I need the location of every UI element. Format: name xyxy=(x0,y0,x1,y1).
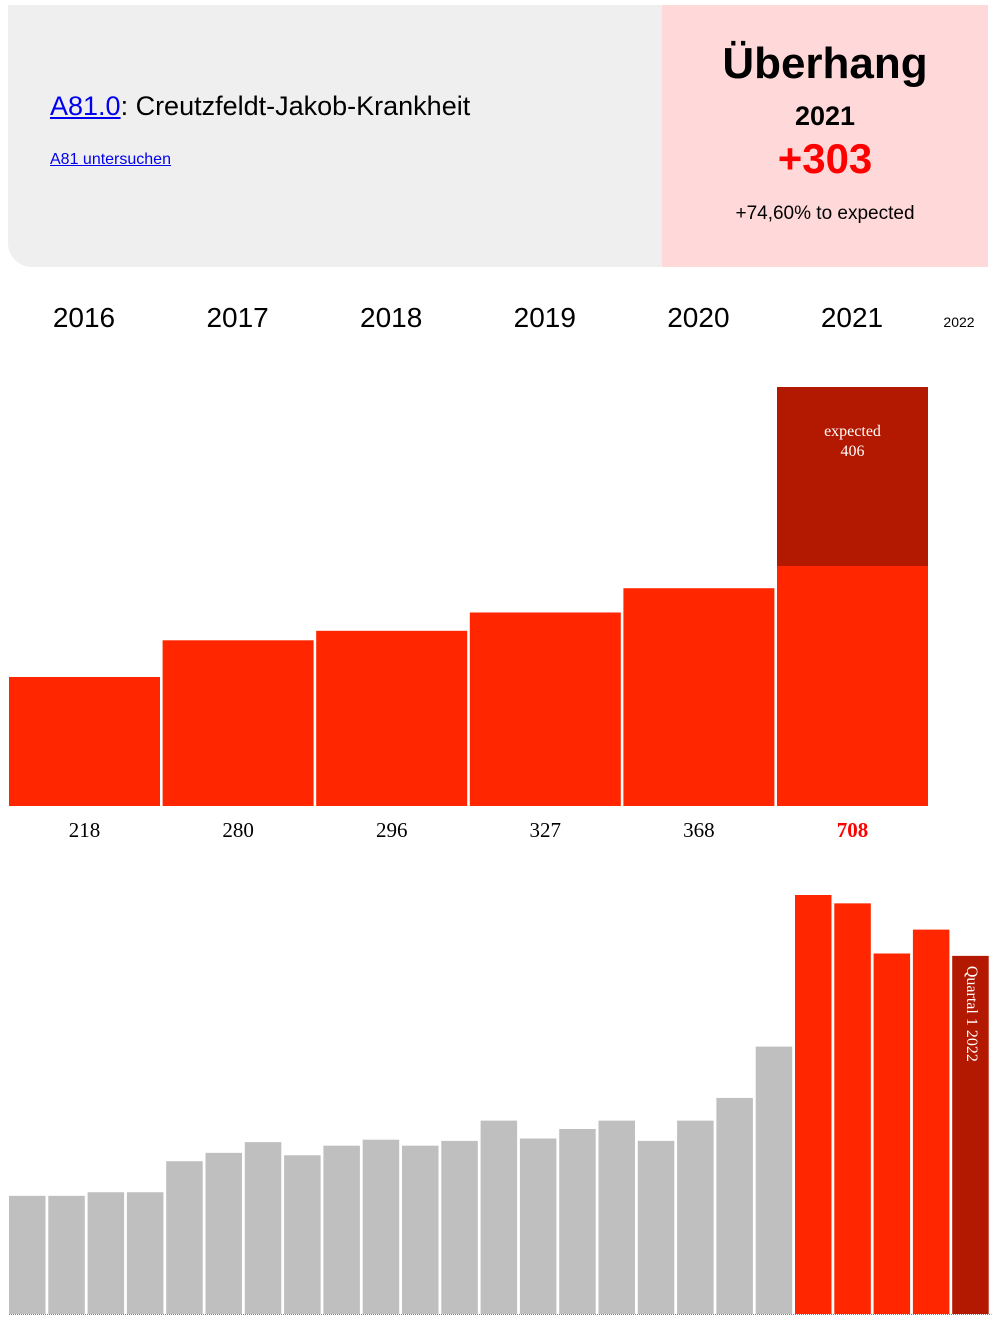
quarter-bar xyxy=(834,903,871,1314)
expected-value: 406 xyxy=(841,443,865,460)
year-bar-2020 xyxy=(623,588,775,806)
year-value-2020: 368 xyxy=(683,818,715,842)
overhang-year: 2021 xyxy=(794,101,856,131)
quarter-bar xyxy=(323,1145,360,1314)
overhang-title: Überhang xyxy=(722,39,928,88)
year-label-2022: 2022 xyxy=(943,314,975,330)
quarter-bar xyxy=(244,1142,282,1314)
quarter-bar xyxy=(795,895,832,1314)
quarter-bar xyxy=(480,1120,518,1314)
quarter-bar xyxy=(126,1192,164,1314)
code-title-text: : Creutzfeldt-Jakob-Krankheit xyxy=(120,91,471,121)
year-label-2020: 2020 xyxy=(667,302,730,333)
overhang-panel: Überhang 2021 +303 +74,60% to expected xyxy=(662,5,988,267)
quarter-bar xyxy=(598,1120,635,1314)
quarter-bar xyxy=(87,1192,125,1314)
year-value-2019: 327 xyxy=(530,818,562,842)
quarter-last-label: Quartal 1 2022 xyxy=(963,966,980,1062)
quarter-bar xyxy=(48,1195,85,1314)
quarter-bar xyxy=(755,1046,793,1314)
year-value-2018: 296 xyxy=(376,818,408,842)
quarter-bar xyxy=(441,1140,478,1314)
year-value-2021: 708 xyxy=(837,818,869,842)
year-bar-2017 xyxy=(162,640,314,806)
year-value-2016: 218 xyxy=(69,818,101,842)
investigate-link[interactable]: A81 untersuchen xyxy=(50,151,171,168)
quarter-bar xyxy=(9,1195,46,1314)
expected-label: expected xyxy=(824,423,881,440)
year-bar-2019 xyxy=(469,612,621,806)
quarter-bar xyxy=(952,955,989,1314)
quarter-bar xyxy=(166,1161,203,1314)
year-label-2018: 2018 xyxy=(360,302,423,333)
year-bar-2018 xyxy=(316,630,468,806)
year-value-2017: 280 xyxy=(222,818,254,842)
quarter-bar xyxy=(519,1138,557,1314)
year-label-2021: 2021 xyxy=(820,302,884,333)
year-bar-2016 xyxy=(9,676,160,806)
code-title: A81.0: Creutzfeldt-Jakob-Krankheit xyxy=(50,91,470,122)
year-label-2017: 2017 xyxy=(206,302,269,333)
quarter-bar xyxy=(205,1152,242,1314)
quarter-bar xyxy=(559,1128,596,1314)
overhang-delta: +303 xyxy=(777,135,873,182)
summary-header: A81.0: Creutzfeldt-Jakob-Krankheit A81 u… xyxy=(8,5,988,267)
yearly-bar-chart: 218 280 296 327 368 708 expected 406 xyxy=(9,387,928,842)
quarter-bar xyxy=(637,1140,675,1314)
year-label-2016: 2016 xyxy=(52,302,116,333)
quarter-bar xyxy=(402,1145,439,1314)
quarter-bar xyxy=(716,1097,753,1314)
quarter-bar xyxy=(912,929,950,1314)
quarter-bar xyxy=(677,1120,714,1314)
quarter-bar xyxy=(362,1139,400,1314)
code-link[interactable]: A81.0 xyxy=(50,91,121,121)
quarter-bar xyxy=(873,953,911,1314)
code-panel: A81.0: Creutzfeldt-Jakob-Krankheit A81 u… xyxy=(8,5,662,267)
year-label-2019: 2019 xyxy=(513,302,576,333)
overhang-percent: +74,60% to expected xyxy=(735,203,915,224)
quarter-bar xyxy=(284,1155,321,1314)
expected-segment xyxy=(777,387,928,566)
